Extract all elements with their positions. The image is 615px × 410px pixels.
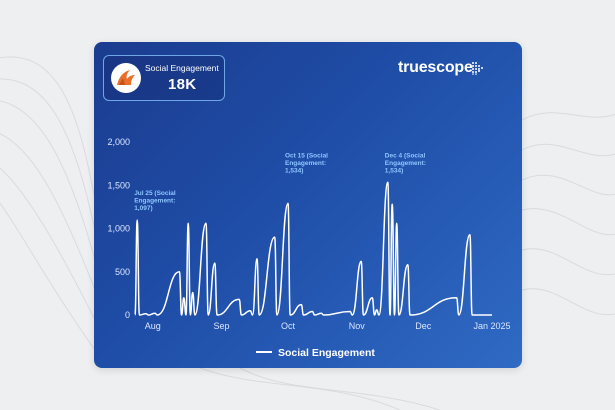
- chart-legend: Social Engagement: [256, 347, 375, 361]
- y-tick-label: 1,000: [107, 224, 130, 234]
- x-tick-label: Jan 2025: [474, 321, 511, 331]
- data-annotation: Dec 4 (Social Engagement: 1,534): [385, 152, 426, 174]
- data-annotation: Oct 15 (Social Engagement: 1,534): [285, 152, 328, 174]
- social-engagement-chart: 0 500 1,000 1,500 2,000 Aug Sep Oct Nov Dec Jan 20…: [107, 137, 511, 331]
- engagement-badge: Social Engagement 18K: [103, 55, 225, 101]
- y-tick-label: 1,500: [107, 180, 130, 190]
- x-tick-label: Oct: [281, 321, 296, 331]
- x-tick-label: Sep: [213, 321, 229, 331]
- y-tick-label: 2,000: [107, 137, 130, 147]
- badge-title: Social Engagement: [145, 63, 219, 73]
- brand-logo: truescope: [398, 57, 508, 79]
- series-line: [134, 181, 492, 316]
- x-tick-label: Nov: [349, 321, 366, 331]
- brand-name: truescope: [398, 59, 473, 76]
- x-tick-label: Dec: [415, 321, 432, 331]
- truescope-arrow-icon: [472, 62, 483, 75]
- badge-value: 18K: [168, 76, 197, 93]
- legend-label: Social Engagement: [278, 347, 375, 359]
- legend-swatch: [256, 351, 272, 354]
- y-tick-label: 0: [125, 310, 130, 320]
- brand-logo-icon: [111, 63, 141, 93]
- y-tick-label: 500: [115, 267, 130, 277]
- chart-card: 0 500 1,000 1,500 2,000 Aug Sep Oct Nov Dec Jan 20…: [94, 42, 522, 368]
- data-annotation: Jul 25 (Social Engagement: 1,097): [134, 190, 176, 212]
- x-tick-label: Aug: [145, 321, 161, 331]
